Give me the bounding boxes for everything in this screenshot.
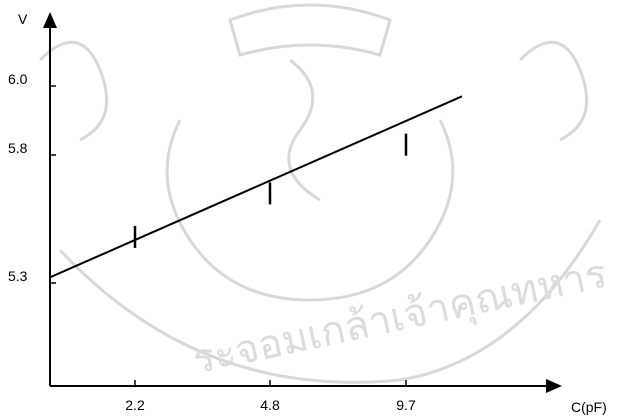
data-points [133, 133, 408, 248]
y-tick-label: 5.3 [8, 268, 28, 284]
y-axis-arrow [43, 12, 57, 28]
y-ticks: 5.3 5.8 6.0 [8, 71, 56, 284]
y-tick-label: 6.0 [8, 71, 28, 87]
x-axis-arrow [546, 379, 562, 393]
fit-line-group [49, 95, 463, 279]
x-tick-label: 9.7 [396, 397, 416, 413]
watermark-seal: ระจอมเกล้าเจ้าคุณทหาร [38, 3, 611, 385]
fit-line [49, 95, 463, 279]
y-tick-label: 5.8 [8, 140, 28, 156]
x-tick-label: 4.8 [260, 397, 280, 413]
y-axis-label: V [18, 11, 28, 27]
x-ticks: 2.2 4.8 9.7 [125, 380, 416, 413]
x-axis-label: C(pF) [571, 399, 607, 415]
x-tick-label: 2.2 [125, 397, 145, 413]
